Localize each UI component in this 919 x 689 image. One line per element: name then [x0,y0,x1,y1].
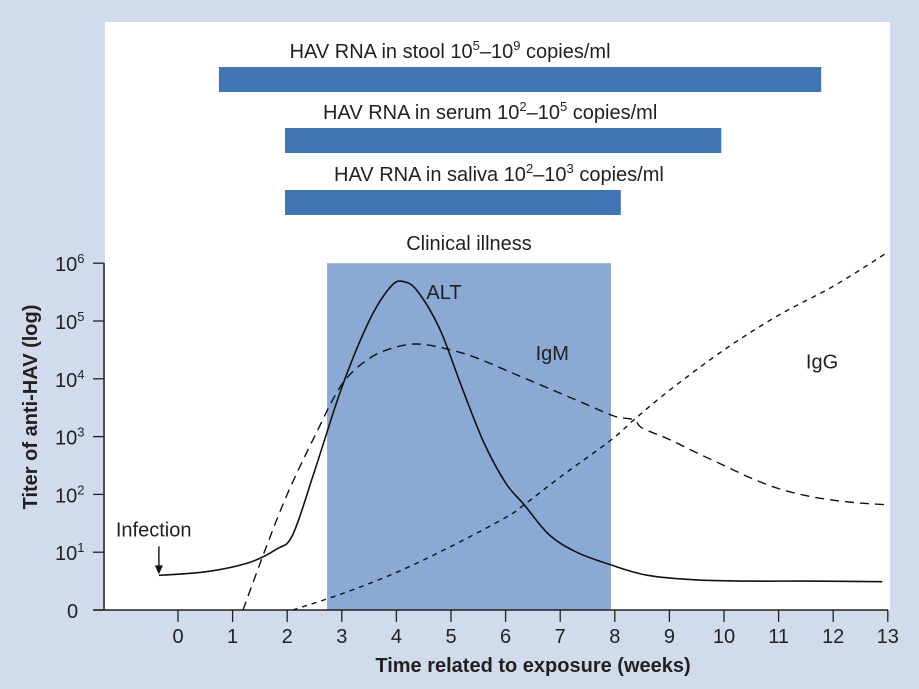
series-line-igg [292,253,886,611]
x-tick-label: 5 [445,626,456,648]
x-tick-label: 6 [500,626,511,648]
y-axis-title: Titer of anti-HAV (log) [20,305,42,510]
infection-arrow-head-icon [154,565,163,575]
range-bar-label-serum: HAV RNA in serum 102–105 copies/ml [323,99,657,124]
x-tick-label: 13 [877,626,899,648]
x-tick-label: 10 [713,626,735,648]
curve-label-alt: ALT [426,282,461,304]
x-tick-label: 11 [768,626,789,648]
infection-annotation: Infection [116,519,192,541]
range-bar-stool [218,67,822,92]
series-line-alt [158,280,883,583]
clinical-illness-label: Clinical illness [406,233,532,255]
y-tick-label: 106 [55,251,84,276]
x-tick-label: 1 [227,626,238,648]
x-tick-label: 8 [609,626,620,648]
y-tick-label: 102 [55,482,84,507]
range-bar-saliva [285,190,621,215]
x-tick-label: 0 [172,626,183,648]
range-bar-serum [285,128,722,153]
curve-label-igg: IgG [806,351,838,373]
y-tick-label: 0 [67,601,78,623]
x-tick-label: 12 [822,626,844,648]
range-bar-label-stool: HAV RNA in stool 105–109 copies/ml [290,38,611,63]
y-tick-label: 101 [55,540,84,565]
x-tick-label: 7 [555,626,566,648]
range-bar-label-saliva: HAV RNA in saliva 102–103 copies/ml [334,161,664,186]
x-tick-label: 2 [282,626,293,648]
x-tick-label: 3 [336,626,347,648]
curve-label-igm: IgM [536,343,569,365]
x-axis-title: Time related to exposure (weeks) [375,655,690,677]
y-tick-label: 105 [55,309,84,334]
y-tick-label: 103 [55,425,84,450]
series-line-igm [242,343,888,611]
clinical-illness-region [327,263,611,610]
x-tick-label: 4 [391,626,402,648]
y-tick-label: 104 [55,367,84,392]
x-tick-label: 9 [664,626,675,648]
